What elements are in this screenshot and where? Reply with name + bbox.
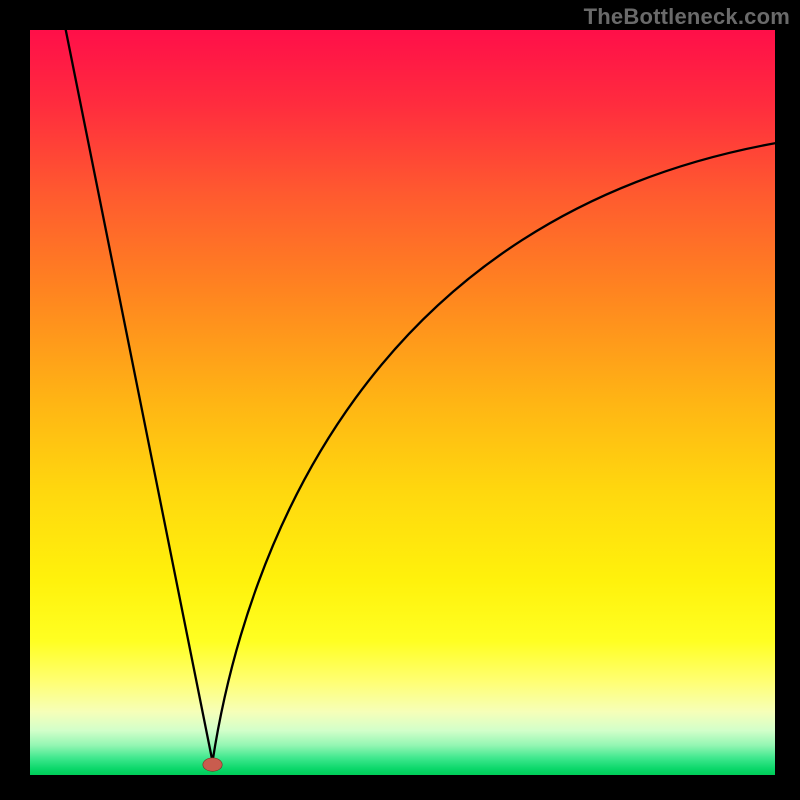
plot-area [30, 30, 775, 775]
bottleneck-curve [66, 30, 775, 762]
watermark-text: TheBottleneck.com [584, 4, 790, 30]
curve-overlay [30, 30, 775, 775]
chart-container: TheBottleneck.com [0, 0, 800, 800]
vertex-marker [203, 758, 222, 771]
